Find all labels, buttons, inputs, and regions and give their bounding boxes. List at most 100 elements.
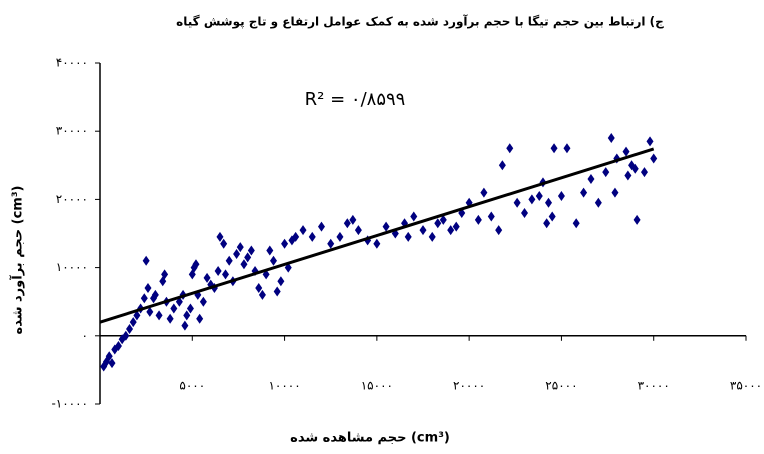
data-point	[557, 190, 565, 201]
data-point	[410, 211, 418, 222]
data-point	[506, 143, 514, 154]
data-point	[548, 211, 556, 222]
data-point	[170, 303, 178, 314]
data-point	[611, 187, 619, 198]
data-point	[196, 313, 204, 324]
data-point	[382, 221, 390, 232]
data-point	[594, 197, 602, 208]
data-point	[181, 320, 189, 331]
data-point	[349, 214, 357, 225]
x-tick-label: ۵۰۰۰	[179, 379, 205, 393]
data-point	[602, 167, 610, 178]
data-point	[498, 160, 506, 171]
data-point	[155, 310, 163, 321]
data-point	[214, 266, 222, 277]
r-squared-annotation: R² = ۰/۸۵۹۹	[305, 89, 406, 110]
data-point	[183, 310, 191, 321]
data-point	[434, 218, 442, 229]
x-tick-label: ۲۵۰۰۰	[545, 379, 577, 393]
data-point	[269, 255, 277, 266]
data-point	[258, 289, 266, 300]
data-point	[308, 231, 316, 242]
x-tick-label: ۱۰۰۰۰	[268, 379, 300, 393]
data-point	[277, 276, 285, 287]
data-point	[151, 289, 159, 300]
x-tick-label: ۱۵۰۰۰	[361, 379, 393, 393]
data-point	[354, 225, 362, 236]
data-point	[146, 306, 154, 317]
x-tick-label: ۳۵۰۰۰	[730, 379, 762, 393]
data-point	[439, 214, 447, 225]
data-point	[129, 317, 137, 328]
data-point	[299, 225, 307, 236]
data-point	[105, 351, 113, 362]
data-point	[220, 238, 228, 249]
data-point	[563, 143, 571, 154]
data-point	[624, 170, 632, 181]
data-point	[273, 286, 281, 297]
y-tick-label: ۲۰۰۰۰	[56, 192, 88, 206]
data-point	[126, 323, 134, 334]
trend-line	[99, 147, 655, 324]
data-point	[343, 218, 351, 229]
x-tick-label: ۲۰۰۰۰	[453, 379, 485, 393]
data-point	[495, 225, 503, 236]
data-point	[140, 293, 148, 304]
data-point	[447, 225, 455, 236]
y-axis-label: حجم برآورد شده (cm³)	[9, 186, 26, 335]
data-point	[545, 197, 553, 208]
data-point	[186, 303, 194, 314]
data-point	[233, 248, 241, 259]
data-point	[535, 190, 543, 201]
chart-title: ج) ارتباط بین حجم تیگا با حجم برآورد شده…	[176, 14, 664, 30]
data-point	[336, 231, 344, 242]
data-point	[281, 238, 289, 249]
y-tick-label: ۰	[82, 328, 88, 342]
data-point	[255, 283, 263, 294]
data-point	[452, 221, 460, 232]
data-point	[222, 269, 230, 280]
data-point	[487, 211, 495, 222]
x-axis-label: حجم مشاهده شده (cm³)	[290, 431, 450, 446]
x-tick-label: ۳۰۰۰۰	[638, 379, 670, 393]
data-point	[203, 272, 211, 283]
data-point	[327, 238, 335, 249]
data-point	[142, 255, 150, 266]
data-point	[133, 310, 141, 321]
y-tick-label: ۴۰۰۰۰	[56, 56, 88, 70]
data-point	[550, 143, 558, 154]
data-point	[225, 255, 233, 266]
data-point	[543, 218, 551, 229]
data-point	[404, 231, 412, 242]
data-point	[607, 133, 615, 144]
data-point	[292, 231, 300, 242]
data-point	[513, 197, 521, 208]
y-tick-label: ۱۰۰۰۰	[56, 260, 88, 274]
data-point	[528, 194, 536, 205]
data-point	[244, 252, 252, 263]
data-point	[428, 231, 436, 242]
data-point	[622, 146, 630, 157]
data-point	[240, 259, 248, 270]
data-point	[631, 163, 639, 174]
data-point	[108, 358, 116, 369]
data-point	[640, 167, 648, 178]
y-tick-label: ۳۰۰۰۰	[56, 124, 88, 138]
data-point	[166, 313, 174, 324]
data-point	[122, 330, 130, 341]
data-point	[266, 245, 274, 256]
data-point	[114, 341, 122, 352]
data-point	[646, 136, 654, 147]
data-point	[650, 153, 658, 164]
data-point	[216, 231, 224, 242]
data-point	[419, 225, 427, 236]
y-tick-label: -۱۰۰۰۰	[51, 397, 88, 411]
data-point	[587, 173, 595, 184]
data-point	[199, 296, 207, 307]
data-point	[474, 214, 482, 225]
data-point	[247, 245, 255, 256]
data-point	[633, 214, 641, 225]
data-point	[373, 238, 381, 249]
data-point	[317, 221, 325, 232]
